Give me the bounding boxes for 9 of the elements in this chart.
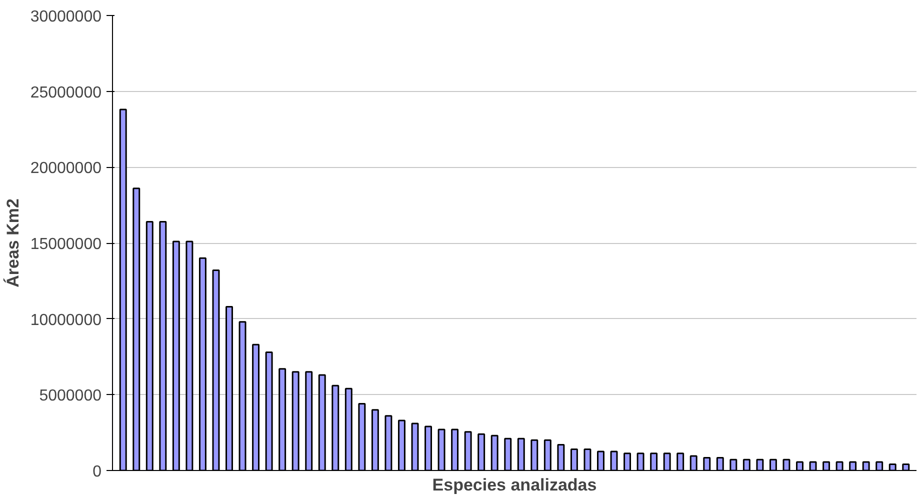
y-tick-label: 5000000 xyxy=(39,388,102,405)
y-tick-label: 0 xyxy=(92,464,102,480)
y-tick-label: 25000000 xyxy=(30,84,102,102)
y-axis-title: Áreas Km2 xyxy=(2,198,22,288)
y-tick-label: 20000000 xyxy=(30,160,102,178)
y-tick-label: 15000000 xyxy=(30,236,102,253)
y-tick-label: 10000000 xyxy=(30,312,102,329)
y-tick-label: 30000000 xyxy=(30,8,102,26)
x-axis-title: Especies analizadas xyxy=(432,476,597,494)
